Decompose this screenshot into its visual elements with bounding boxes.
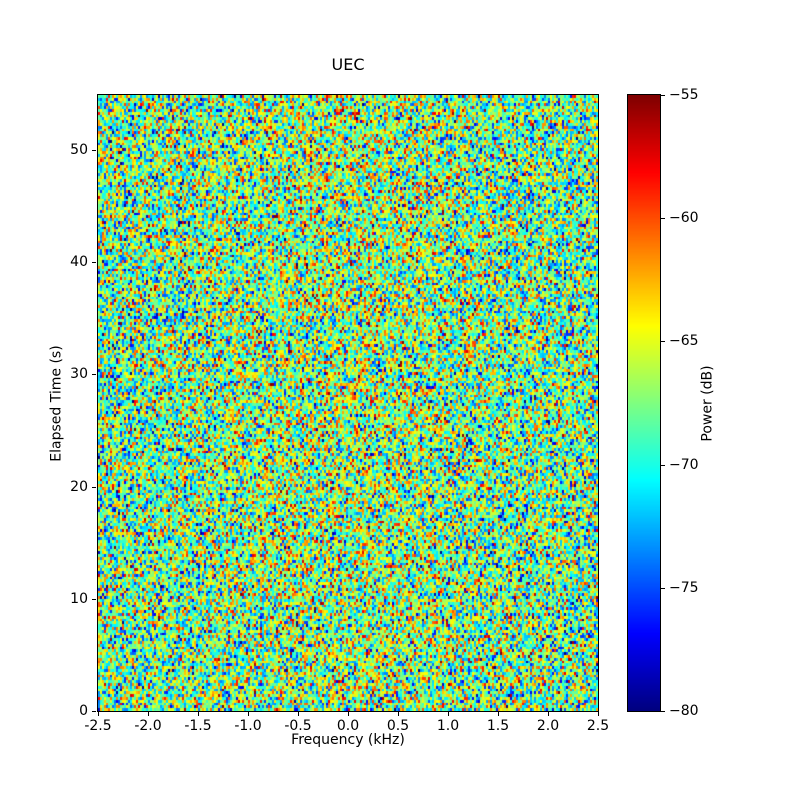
- x-tick-mark: [597, 712, 599, 716]
- x-tick-label: -2.5: [84, 718, 112, 734]
- x-tick-label: -1.5: [184, 718, 212, 734]
- y-tick-label: 0: [79, 703, 88, 719]
- colorbar-label: Power (dB): [699, 365, 716, 442]
- y-axis-label: Elapsed Time (s): [48, 345, 65, 462]
- x-tick-mark: [197, 712, 199, 716]
- colorbar-tick-mark: [661, 340, 665, 342]
- y-tick-mark: [92, 149, 96, 151]
- x-tick-label: -0.5: [284, 718, 312, 734]
- x-tick-mark: [97, 712, 99, 716]
- x-tick-mark: [347, 712, 349, 716]
- colorbar-tick-label: −70: [669, 456, 699, 473]
- x-tick-label: 2.0: [536, 718, 560, 734]
- colorbar-tick-mark: [661, 94, 665, 96]
- colorbar-gradient: [628, 95, 660, 711]
- colorbar-tick-mark: [661, 217, 665, 219]
- x-tick-label: 0.0: [336, 718, 360, 734]
- y-tick-label: 30: [70, 366, 88, 383]
- y-tick-mark: [92, 598, 96, 600]
- colorbar-tick-label: −65: [669, 333, 699, 350]
- y-tick-label: 10: [70, 590, 88, 607]
- y-tick-mark: [92, 486, 96, 488]
- x-tick-label: 1.5: [486, 718, 510, 734]
- x-tick-label: 2.5: [586, 718, 610, 734]
- title-line-main: UEC: [331, 55, 365, 74]
- x-tick-mark: [397, 712, 399, 716]
- colorbar-tick-label: −80: [669, 703, 699, 719]
- plot-frame: [97, 94, 599, 712]
- colorbar-tick-label: −60: [669, 210, 699, 227]
- x-tick-mark: [147, 712, 149, 716]
- y-tick-mark: [92, 373, 96, 375]
- colorbar-tick-label: −75: [669, 579, 699, 596]
- x-tick-mark: [497, 712, 499, 716]
- y-tick-label: 20: [70, 478, 88, 495]
- x-tick-mark: [247, 712, 249, 716]
- colorbar-tick-mark: [661, 464, 665, 466]
- x-tick-mark: [297, 712, 299, 716]
- y-tick-mark: [92, 710, 96, 712]
- x-axis-label: Frequency (kHz): [291, 732, 405, 748]
- colorbar-tick-label: −55: [669, 87, 699, 103]
- y-tick-label: 40: [70, 254, 88, 271]
- y-tick-mark: [92, 261, 96, 263]
- x-tick-label: 1.0: [436, 718, 460, 734]
- colorbar-tick-mark: [661, 710, 665, 712]
- x-tick-label: -2.0: [134, 718, 162, 734]
- colorbar-tick-mark: [661, 587, 665, 589]
- y-tick-label: 50: [70, 141, 88, 158]
- x-tick-label: 0.5: [386, 718, 410, 734]
- x-tick-mark: [547, 712, 549, 716]
- spectrogram-image: [98, 95, 598, 711]
- x-tick-label: -1.0: [234, 718, 262, 734]
- colorbar-frame: [627, 94, 661, 712]
- x-tick-mark: [447, 712, 449, 716]
